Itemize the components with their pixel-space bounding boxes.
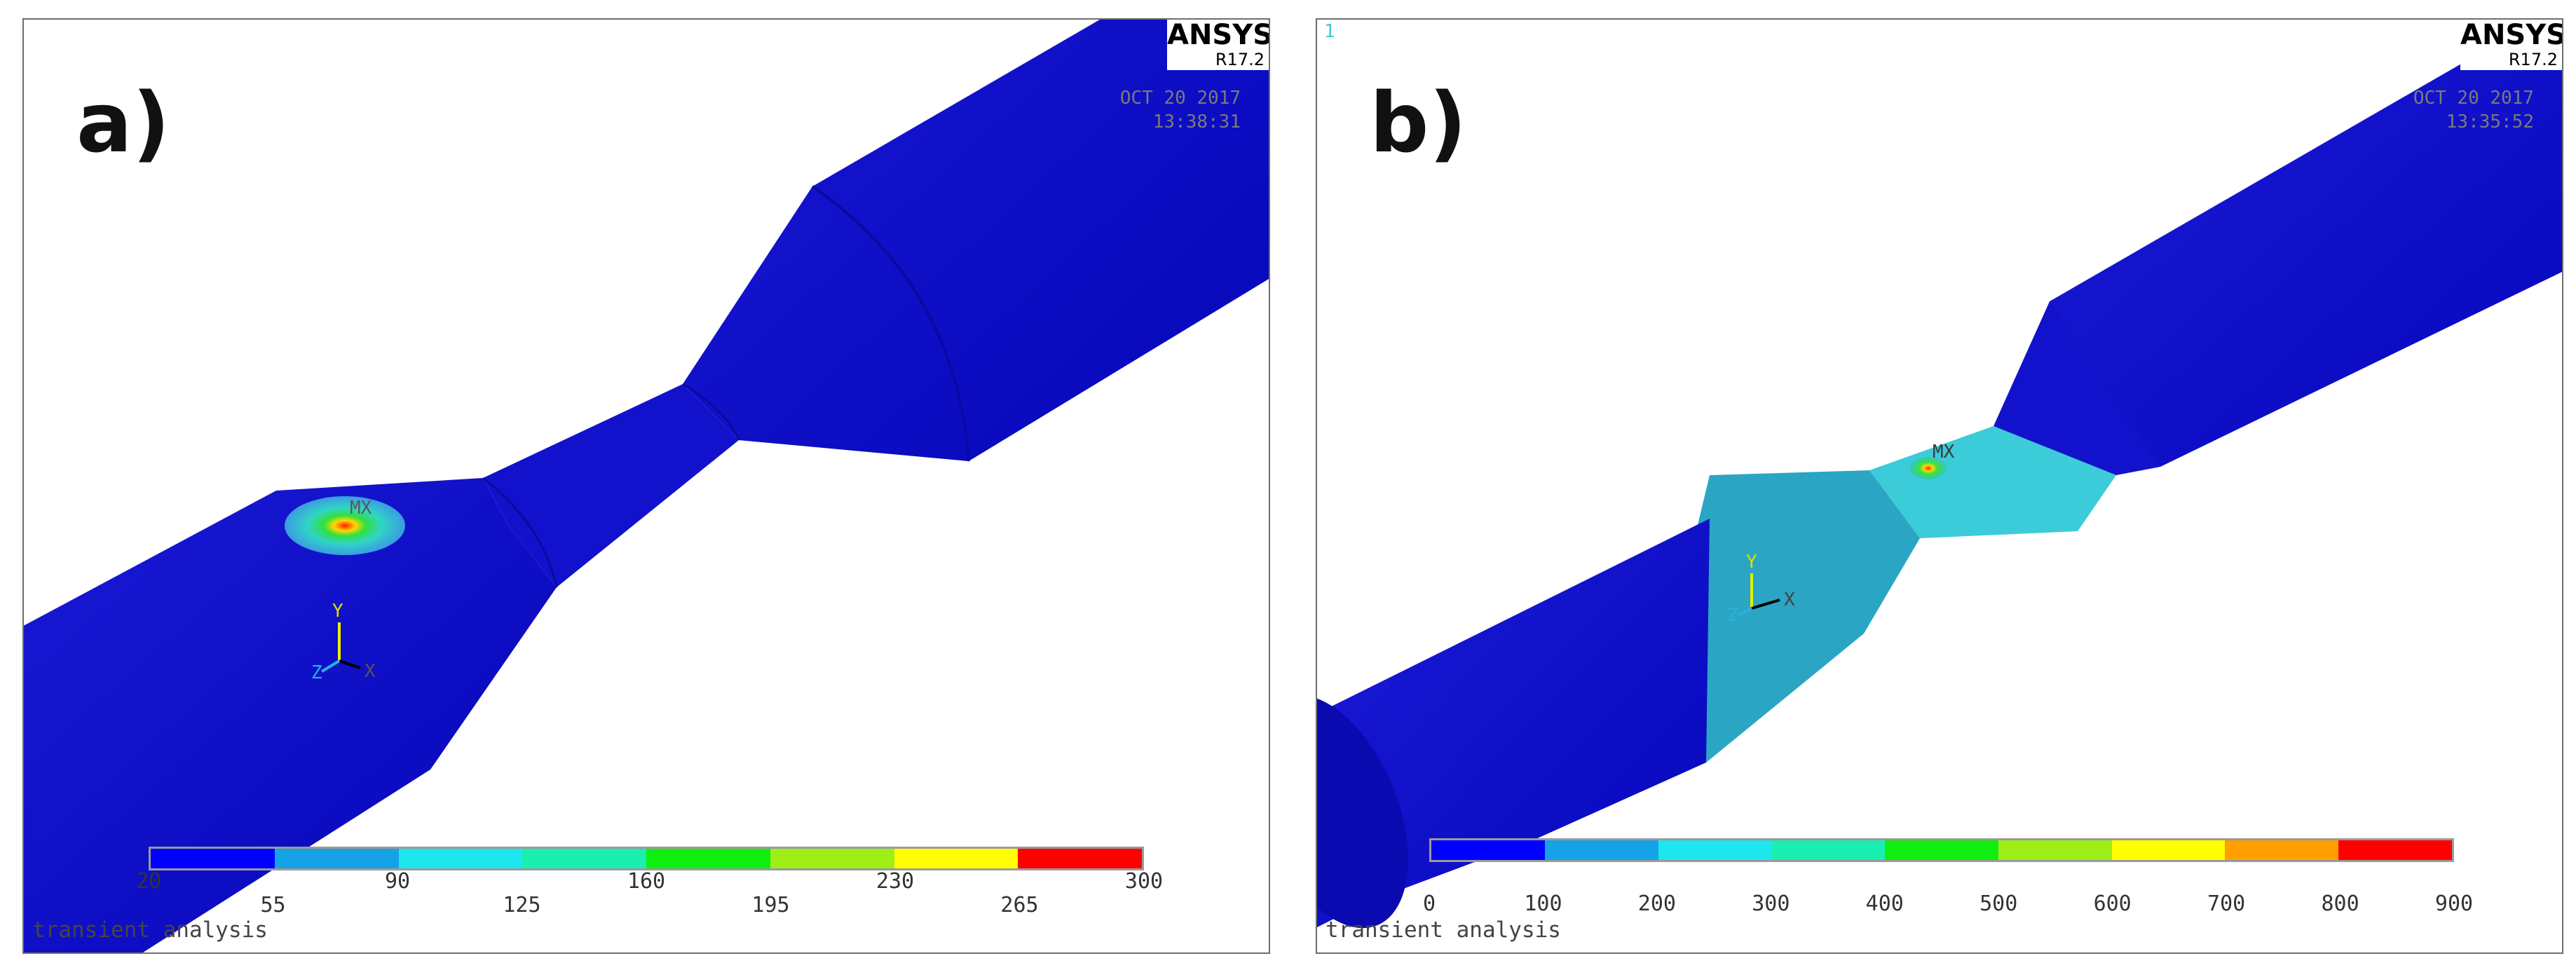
time-a: 13:38:31 xyxy=(1152,111,1241,132)
legend-tick-label: 55 xyxy=(260,893,286,917)
timestamp-b: OCT 20 2017 13:35:52 xyxy=(2413,86,2534,134)
legend-tick-label: 800 xyxy=(2321,891,2359,916)
legend-tick-label: 195 xyxy=(751,893,790,917)
legend-tick-label: 200 xyxy=(1637,891,1676,916)
legend-swatch xyxy=(2338,840,2453,860)
legend-tick-label: 0 xyxy=(1422,891,1436,916)
stress-hotspot-b xyxy=(1910,457,1947,479)
result-viewport-b[interactable]: MX Y Z X 1 b) ANSYS R17.2 OCT 20 2017 13… xyxy=(1316,18,2563,954)
legend-tick-label: 600 xyxy=(2093,891,2132,916)
contour-legend-bar-b xyxy=(1429,838,2454,862)
legend-tick-label: 230 xyxy=(875,869,915,894)
legend-swatch xyxy=(1885,840,1998,860)
shaft-right-cone-b xyxy=(1994,301,2160,475)
ansys-logo-a: ANSYS R17.2 xyxy=(1167,19,1270,70)
stress-hotspot-a xyxy=(285,496,405,555)
legend-tick-label: 125 xyxy=(503,893,541,917)
svg-text:Y: Y xyxy=(1746,552,1757,573)
max-marker-a: MX xyxy=(350,498,372,519)
window-number-b: 1 xyxy=(1324,21,1335,42)
shaft-right-section xyxy=(683,20,1269,461)
legend-swatch xyxy=(522,849,646,868)
panel-letter-b: b) xyxy=(1370,74,1467,171)
shaft-end-cap-b xyxy=(1317,695,1408,929)
legend-swatch xyxy=(151,849,275,868)
shoulder-edge-left xyxy=(482,477,558,588)
axis-triad-a: Y Z X xyxy=(311,601,376,683)
date-b: OCT 20 2017 xyxy=(2413,88,2534,109)
svg-text:X: X xyxy=(1784,589,1795,610)
contour-legend-ticks-a: 20 55 90 125 160 195 230 265 300 xyxy=(136,869,1163,925)
contour-legend-bar-a xyxy=(149,847,1144,870)
legend-tick-label: 300 xyxy=(1124,869,1164,894)
legend-tick-label: 400 xyxy=(1865,891,1904,916)
legend-swatch xyxy=(274,849,399,868)
legend-tick-label: 100 xyxy=(1524,891,1562,916)
legend-swatch xyxy=(2225,840,2339,860)
contour-legend-ticks-b: 0 100 200 300 400 500 600 700 800 900 xyxy=(1423,891,2473,920)
shoulder-edge-right xyxy=(682,383,740,441)
max-marker-b: MX xyxy=(1933,442,1955,463)
legend-swatch xyxy=(1771,840,1886,860)
shaft-model-b: MX Y Z X xyxy=(1317,20,2562,929)
legend-swatch xyxy=(1658,840,1772,860)
svg-text:Z: Z xyxy=(311,662,322,683)
legend-swatch xyxy=(1544,840,1658,860)
shaft-right-section-b xyxy=(2050,20,2562,467)
legend-swatch xyxy=(1998,840,2112,860)
legend-tick-label: 160 xyxy=(627,869,666,894)
legend-swatch xyxy=(646,849,770,868)
legend-swatch xyxy=(1018,849,1142,868)
legend-swatch xyxy=(398,849,523,868)
svg-text:X: X xyxy=(364,661,376,682)
analysis-caption-b: transient analysis xyxy=(1326,917,1561,943)
shaft-left-section-b xyxy=(1317,519,1710,927)
legend-tick-label: 265 xyxy=(1000,893,1039,917)
time-b: 13:35:52 xyxy=(2446,111,2534,132)
axis-triad-b: Y Z X xyxy=(1727,552,1795,626)
legend-tick-label: 20 xyxy=(135,869,162,894)
legend-tick-label: 900 xyxy=(2434,891,2474,916)
legend-swatch xyxy=(894,849,1018,868)
svg-text:Y: Y xyxy=(332,601,343,622)
shaft-neck-section xyxy=(483,384,739,587)
legend-tick-label: 700 xyxy=(2207,891,2246,916)
ansys-logo-b: ANSYS R17.2 xyxy=(2460,19,2563,70)
legend-swatch xyxy=(770,849,894,868)
date-a: OCT 20 2017 xyxy=(1119,88,1241,109)
svg-text:Z: Z xyxy=(1727,605,1738,626)
panel-letter-a: a) xyxy=(76,74,170,171)
analysis-caption-a: transient analysis xyxy=(32,917,268,943)
shaft-end-edge xyxy=(811,185,970,462)
shaft-left-section xyxy=(24,478,557,952)
legend-tick-label: 300 xyxy=(1752,891,1790,916)
shaft-left-cone-b xyxy=(1668,470,1920,763)
legend-swatch xyxy=(1431,840,1545,860)
shaft-neck-b xyxy=(1869,426,2116,538)
shaft-model-a: MX Y Z X xyxy=(24,20,1269,952)
timestamp-a: OCT 20 2017 13:38:31 xyxy=(1120,86,1241,134)
legend-tick-label: 90 xyxy=(384,869,411,894)
legend-tick-label: 500 xyxy=(1979,891,2018,916)
legend-swatch xyxy=(2111,840,2226,860)
result-viewport-a[interactable]: MX Y Z X a) ANSYS R17.2 OCT 20 2017 13:3… xyxy=(22,18,1270,954)
